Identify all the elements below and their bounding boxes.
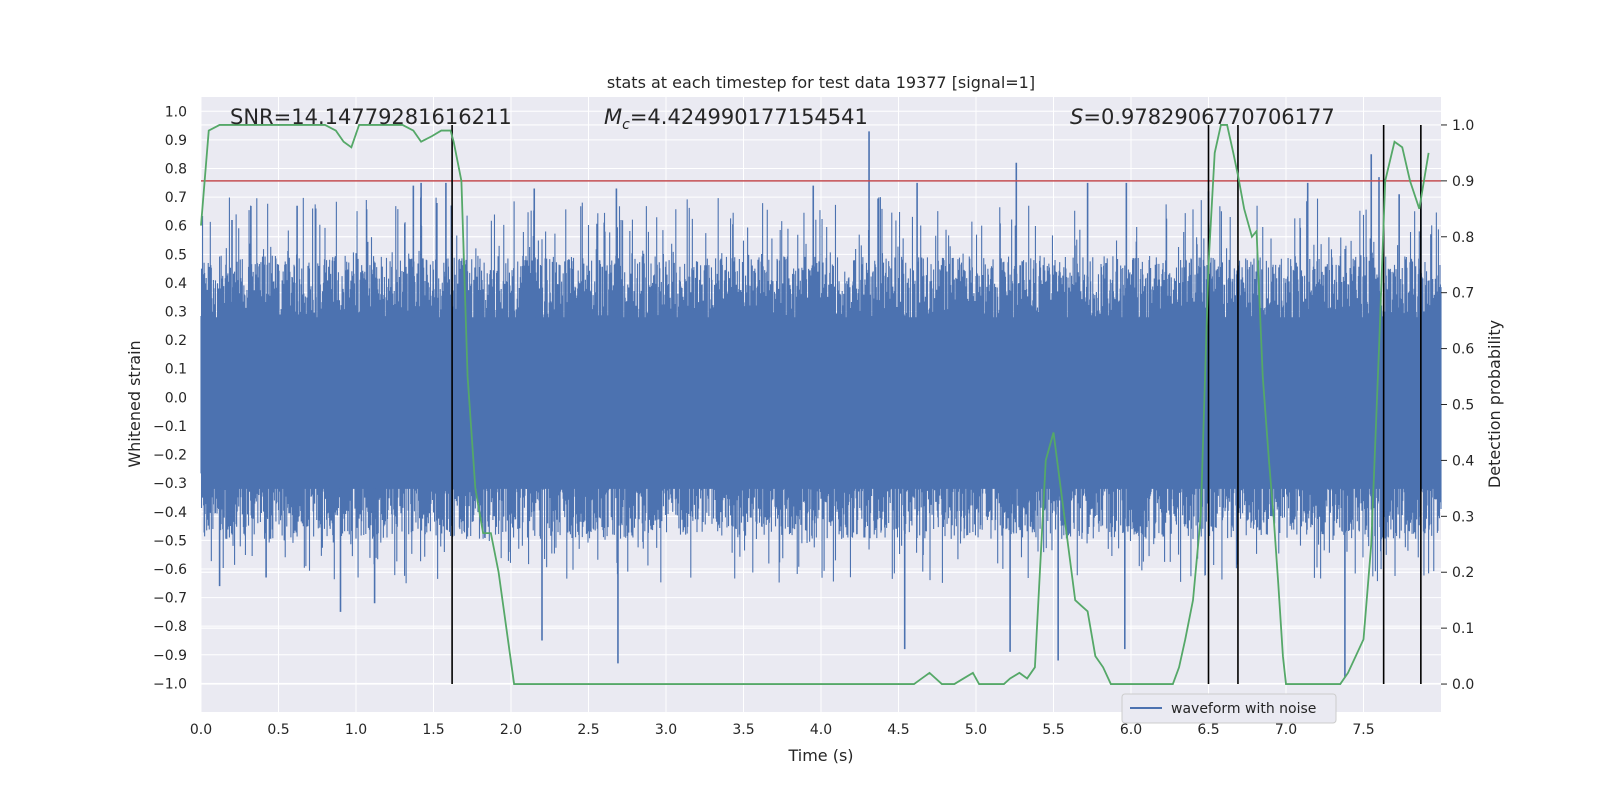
y-tick-label: −0.6 bbox=[153, 562, 187, 578]
waveform-series bbox=[200, 131, 1442, 678]
mc-annotation: Mc=4.424990177154541 bbox=[604, 105, 868, 133]
y-tick-label: 0.4 bbox=[165, 276, 187, 292]
y2-tick-label: 0.2 bbox=[1452, 565, 1474, 581]
y-axis-label: Whitened strain bbox=[125, 340, 144, 467]
y2-tick-label: 0.5 bbox=[1452, 398, 1474, 414]
snr-annotation: SNR=14.14779281616211 bbox=[230, 105, 512, 129]
y-tick-label: −0.5 bbox=[153, 533, 187, 549]
x-tick-label: 1.5 bbox=[422, 722, 444, 738]
x-tick-label: 4.5 bbox=[887, 722, 909, 738]
x-tick-label: 0.0 bbox=[190, 722, 212, 738]
y-tick-label: −0.1 bbox=[153, 419, 187, 435]
probability-series bbox=[200, 124, 1430, 685]
y2-tick-label: 0.0 bbox=[1452, 677, 1474, 693]
y2-tick-label: 0.9 bbox=[1452, 174, 1474, 190]
x-tick-label: 5.0 bbox=[965, 722, 987, 738]
y2-tick-label: 1.0 bbox=[1452, 118, 1474, 134]
y-tick-label: −0.4 bbox=[153, 505, 187, 521]
y2-tick-label: 0.6 bbox=[1452, 342, 1474, 358]
x-tick-label: 6.5 bbox=[1197, 722, 1219, 738]
x-tick-label: 2.0 bbox=[500, 722, 522, 738]
mc-value: =4.424990177154541 bbox=[630, 105, 868, 129]
chart-title: stats at each timestep for test data 193… bbox=[607, 73, 1035, 92]
y2-tick-label: 0.8 bbox=[1452, 230, 1474, 246]
s-value: =0.9782906770706177 bbox=[1083, 105, 1334, 129]
y-tick-label: 0.0 bbox=[165, 390, 187, 406]
y-tick-label: 0.9 bbox=[165, 133, 187, 149]
legend-label-waveform: waveform with noise bbox=[1171, 701, 1316, 717]
legend-box bbox=[1121, 693, 1337, 724]
s-annotation: S=0.9782906770706177 bbox=[1070, 105, 1335, 129]
mc-subscript: c bbox=[622, 117, 630, 133]
y-tick-label: −0.9 bbox=[153, 648, 187, 664]
y-tick-label: 0.3 bbox=[165, 305, 187, 321]
y-tick-label: 1.0 bbox=[165, 104, 187, 120]
y-tick-label: 0.8 bbox=[165, 162, 187, 178]
x-tick-label: 7.0 bbox=[1275, 722, 1297, 738]
y2-tick-label: 0.7 bbox=[1452, 286, 1474, 302]
x-tick-label: 7.5 bbox=[1352, 722, 1374, 738]
x-tick-label: 3.0 bbox=[655, 722, 677, 738]
y2-tick-label: 0.4 bbox=[1452, 453, 1474, 469]
legend: waveform with noise bbox=[1121, 693, 1337, 724]
y-tick-label: 0.1 bbox=[165, 362, 187, 378]
x-tick-label: 4.0 bbox=[810, 722, 832, 738]
y-tick-label: 0.7 bbox=[165, 190, 187, 206]
y2-tick-label: 0.3 bbox=[1452, 509, 1474, 525]
s-symbol: S bbox=[1070, 105, 1083, 129]
y2-tick-label: 0.1 bbox=[1452, 621, 1474, 637]
y-tick-label: −0.8 bbox=[153, 619, 187, 635]
mc-symbol: M bbox=[604, 105, 622, 129]
waveform-core bbox=[201, 317, 1441, 489]
y-tick-label: −0.3 bbox=[153, 476, 187, 492]
y-tick-label: −0.7 bbox=[153, 591, 187, 607]
x-tick-label: 0.5 bbox=[267, 722, 289, 738]
y-tick-label: 0.2 bbox=[165, 333, 187, 349]
x-tick-label: 1.0 bbox=[345, 722, 367, 738]
y-tick-label: −0.2 bbox=[153, 448, 187, 464]
y-tick-label: 0.6 bbox=[165, 219, 187, 235]
x-tick-label: 6.0 bbox=[1120, 722, 1142, 738]
x-tick-label: 3.5 bbox=[732, 722, 754, 738]
x-tick-label: 5.5 bbox=[1042, 722, 1064, 738]
y-tick-label: 0.5 bbox=[165, 247, 187, 263]
y-tick-label: −1.0 bbox=[153, 676, 187, 692]
x-axis-label: Time (s) bbox=[787, 746, 853, 765]
tick-labels: 0.0 0.5 1.0 1.5 2.0 2.5 3.0 3.5 4.0 4.5 5.0 5.5 6.0 6… bbox=[153, 104, 1474, 738]
probability-line bbox=[200, 124, 1430, 685]
y2-axis-label: Detection probability bbox=[1485, 320, 1504, 488]
x-tick-label: 2.5 bbox=[577, 722, 599, 738]
